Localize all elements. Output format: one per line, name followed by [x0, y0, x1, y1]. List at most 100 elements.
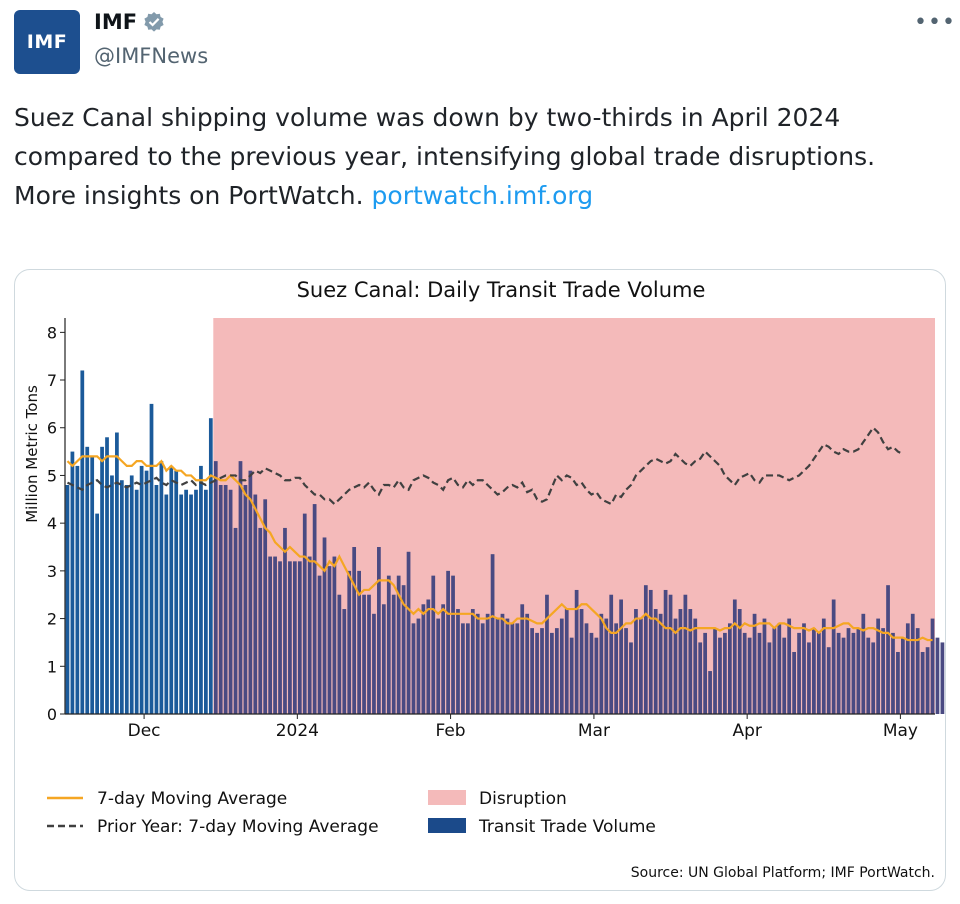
y-tick-label: 7	[47, 371, 57, 390]
chart-title: Suez Canal: Daily Transit Trade Volume	[297, 278, 706, 302]
chart-card[interactable]: Suez Canal: Daily Transit Trade Volume M…	[14, 269, 946, 891]
account-handle[interactable]: @IMFNews	[94, 44, 209, 68]
bar	[100, 446, 104, 714]
bar	[619, 599, 623, 714]
bar	[129, 475, 134, 714]
avatar[interactable]: IMF	[14, 10, 80, 74]
bar	[787, 618, 792, 714]
bar	[831, 599, 836, 714]
bar	[505, 618, 510, 714]
more-options-icon[interactable]: •••	[914, 10, 956, 35]
bar	[525, 613, 530, 714]
bar	[925, 647, 930, 714]
bar	[703, 632, 708, 714]
bar	[401, 585, 406, 714]
account-name-row: IMF	[94, 10, 165, 34]
bar	[154, 484, 159, 714]
y-tick-label: 3	[47, 562, 57, 581]
bar	[110, 475, 114, 714]
x-tick-label: Mar	[578, 721, 610, 741]
avatar-text: IMF	[26, 31, 68, 53]
bar	[451, 575, 455, 714]
bar	[426, 599, 431, 714]
bar	[727, 623, 732, 714]
bar	[550, 632, 554, 714]
x-tick-label: Dec	[128, 721, 161, 741]
bar	[851, 632, 856, 714]
bar	[342, 609, 347, 714]
moving-average-line	[66, 455, 933, 642]
bar	[273, 556, 277, 714]
legend-disruption-label: Disruption	[479, 789, 567, 809]
x-tick-label: Apr	[732, 721, 761, 741]
bar	[119, 480, 124, 714]
bar	[302, 513, 307, 714]
bar	[288, 561, 292, 714]
bar	[683, 594, 688, 714]
bar	[861, 613, 866, 714]
tweet-line-1: Suez Canal shipping volume was down by t…	[14, 103, 841, 132]
bar	[80, 370, 85, 714]
bar	[569, 637, 574, 714]
bar	[199, 465, 203, 714]
bar	[574, 589, 579, 714]
bar	[115, 432, 119, 714]
bar	[223, 484, 228, 714]
bar	[614, 623, 619, 714]
bar	[876, 618, 881, 714]
bar	[653, 609, 658, 714]
bar	[337, 594, 342, 714]
bar	[648, 589, 653, 714]
bar	[910, 613, 915, 714]
bar	[213, 461, 218, 714]
x-tick-label: Feb	[436, 721, 466, 741]
bar	[584, 623, 589, 714]
bar	[767, 642, 772, 714]
y-tick-label: 2	[47, 610, 57, 629]
bar	[821, 618, 826, 714]
bar	[253, 494, 258, 714]
bar	[594, 637, 599, 714]
bar	[693, 618, 698, 714]
bar	[381, 604, 386, 714]
bar	[846, 628, 851, 714]
bar	[520, 604, 525, 714]
bar	[317, 575, 322, 714]
bar	[149, 403, 154, 714]
bar	[515, 623, 520, 714]
bar	[802, 623, 806, 714]
bar	[248, 470, 253, 714]
portwatch-link[interactable]: portwatch.imf.org	[371, 181, 594, 210]
bar	[559, 618, 564, 714]
y-tick-label: 1	[47, 657, 57, 676]
bar	[708, 671, 712, 714]
bar	[747, 637, 752, 714]
bar	[292, 561, 297, 714]
bar	[490, 554, 495, 714]
bar	[797, 632, 801, 714]
bar	[470, 609, 475, 714]
legend-volume-label: Transit Trade Volume	[478, 817, 656, 837]
bar	[436, 618, 441, 714]
bar	[935, 637, 940, 714]
bar	[930, 618, 935, 714]
bar	[668, 594, 673, 714]
bar	[480, 623, 485, 714]
y-tick-label: 6	[47, 419, 57, 438]
bar	[456, 609, 460, 714]
bar	[609, 594, 614, 714]
y-tick-label: 5	[47, 466, 57, 485]
bar	[258, 527, 263, 714]
bar	[208, 418, 213, 714]
bar	[777, 623, 782, 714]
bar	[826, 647, 831, 714]
tweet-text: Suez Canal shipping volume was down by t…	[14, 98, 914, 215]
bar	[446, 570, 450, 714]
bar	[792, 651, 796, 714]
bar	[599, 613, 604, 714]
bar	[881, 628, 885, 714]
bar	[347, 570, 352, 714]
account-name[interactable]: IMF	[94, 10, 138, 34]
bar	[732, 599, 737, 714]
bar	[332, 556, 337, 714]
